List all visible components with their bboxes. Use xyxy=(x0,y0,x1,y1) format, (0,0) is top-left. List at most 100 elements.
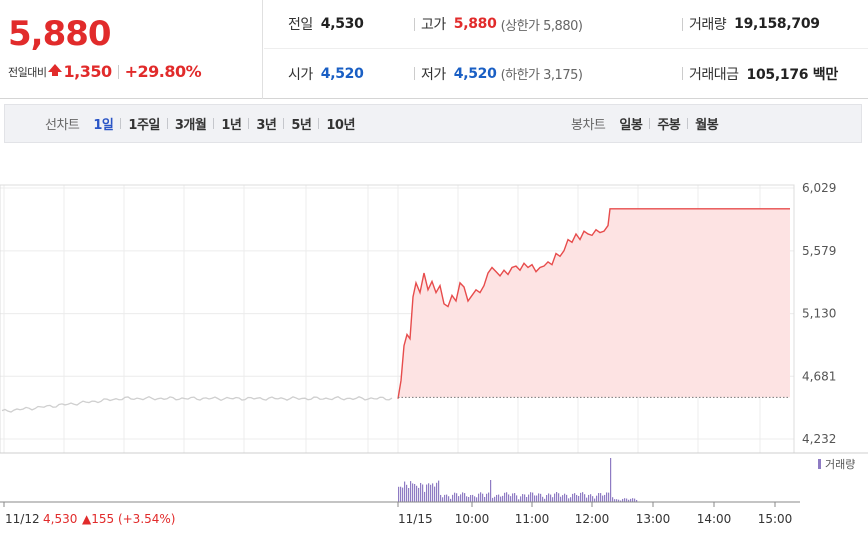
stats-row-2: 시가 4,520 저가 4,520 (하한가 3,175) 거래대금 105,1… xyxy=(264,49,868,98)
divider xyxy=(414,67,415,80)
open-cell: 시가 4,520 xyxy=(288,64,364,84)
volume-bar xyxy=(500,496,502,502)
period-1y[interactable]: 1년 xyxy=(221,118,242,133)
y-tick-label: 5,579 xyxy=(802,244,836,258)
volume-bar xyxy=(416,485,418,502)
period-3m[interactable]: 3개월 xyxy=(174,118,207,133)
divider xyxy=(318,118,320,129)
volume-bar xyxy=(436,482,438,502)
volume-bar xyxy=(550,494,552,502)
x-tick-label: 15:00 xyxy=(758,512,793,526)
volume-bar xyxy=(566,494,568,502)
period-3y[interactable]: 3년 xyxy=(256,118,277,133)
volume-bar xyxy=(624,498,626,502)
period-1d[interactable]: 1일 xyxy=(93,118,114,133)
volume-bar xyxy=(476,497,478,502)
divider xyxy=(166,118,168,129)
volume-bar xyxy=(546,495,548,502)
volume-bar xyxy=(496,494,498,502)
volume-bar xyxy=(544,498,546,502)
x-tick-label: 10:00 xyxy=(455,512,490,526)
divider xyxy=(248,118,250,129)
volume-bar xyxy=(532,492,534,502)
period-1w[interactable]: 1주일 xyxy=(128,118,160,133)
volume-bar xyxy=(504,492,506,502)
divider xyxy=(649,118,651,129)
candle-weekly[interactable]: 주봉 xyxy=(657,118,681,133)
volume-bar xyxy=(618,499,620,502)
volume-bar xyxy=(536,495,538,502)
volume-bar xyxy=(598,493,600,502)
volume-bar xyxy=(404,481,406,502)
prev-close-label: 4,530 xyxy=(43,512,77,526)
today-area-fill xyxy=(398,208,790,399)
low-value: 4,520 xyxy=(453,65,497,82)
period-5y[interactable]: 5년 xyxy=(291,118,312,133)
volume-bar xyxy=(562,495,564,502)
candle-chart-label: 봉차트 xyxy=(571,118,606,133)
volume-bar xyxy=(610,458,612,502)
price-summary: 5,880 전일대비 1,350 +29.80% xyxy=(0,0,263,99)
y-tick-label: 4,232 xyxy=(802,432,836,446)
volume-bar xyxy=(596,495,598,502)
volume-bar xyxy=(634,498,636,502)
volume-bar xyxy=(578,495,580,502)
amount-value: 105,176 백만 xyxy=(746,66,839,83)
volume-bar xyxy=(604,494,606,502)
volume-bar xyxy=(528,494,530,502)
prev-close-cell: 전일 4,530 xyxy=(288,14,364,34)
x-tick-label: 11:00 xyxy=(515,512,550,526)
volume-bar xyxy=(408,488,410,502)
volume-bar xyxy=(614,499,616,502)
volume-bar xyxy=(474,496,476,502)
volume-bar xyxy=(522,494,524,502)
volume-bar xyxy=(444,494,446,502)
volume-bar xyxy=(426,484,428,502)
up-arrow-icon xyxy=(48,63,63,76)
volume-bar xyxy=(570,497,572,502)
low-label: 저가 xyxy=(421,66,446,83)
divider xyxy=(120,118,122,129)
volume-bar xyxy=(470,495,472,502)
volume-bar xyxy=(608,492,610,502)
volume-bar xyxy=(490,480,492,502)
volume-bar xyxy=(626,498,628,502)
high-value: 5,880 xyxy=(453,16,497,32)
volume-bar xyxy=(452,494,454,502)
change-value: 1,350 xyxy=(63,62,112,81)
volume-bar xyxy=(446,494,448,502)
volume-bar xyxy=(414,483,416,502)
volume-bar xyxy=(510,496,512,502)
volume-bar xyxy=(636,499,638,502)
volume-bar xyxy=(516,495,518,502)
volume-bar xyxy=(592,496,594,502)
volume-bar xyxy=(468,496,470,502)
volume-bar xyxy=(632,498,634,502)
volume-bar xyxy=(524,494,526,502)
volume-bar xyxy=(584,494,586,502)
volume-bar xyxy=(424,491,426,502)
divider xyxy=(682,17,683,31)
volume-cell: 거래량 19,158,709 xyxy=(682,14,820,34)
volume-bar xyxy=(432,483,434,502)
volume-bar xyxy=(620,500,622,502)
x-axis-ticks: 10:00 11:00 12:00 13:00 14:00 15:00 xyxy=(3,502,793,526)
volume-bar xyxy=(420,482,422,502)
change-percent: +29.80% xyxy=(124,62,202,81)
divider xyxy=(682,67,683,80)
candle-daily[interactable]: 일봉 xyxy=(619,118,643,133)
volume-bar xyxy=(560,496,562,502)
period-10y[interactable]: 10년 xyxy=(326,118,355,133)
volume-bar xyxy=(526,496,528,502)
volume-legend-swatch xyxy=(818,459,821,469)
volume-bar xyxy=(472,494,474,502)
prev-date-label: 11/12 xyxy=(5,512,40,526)
y-tick-label: 4,681 xyxy=(802,369,836,383)
divider xyxy=(117,64,119,79)
current-price: 5,880 xyxy=(8,14,112,54)
candle-monthly[interactable]: 월봉 xyxy=(695,118,719,133)
volume-bar xyxy=(482,493,484,502)
volume-bar xyxy=(448,496,450,502)
x-tick-label: 14:00 xyxy=(697,512,732,526)
volume-bar xyxy=(486,493,488,502)
